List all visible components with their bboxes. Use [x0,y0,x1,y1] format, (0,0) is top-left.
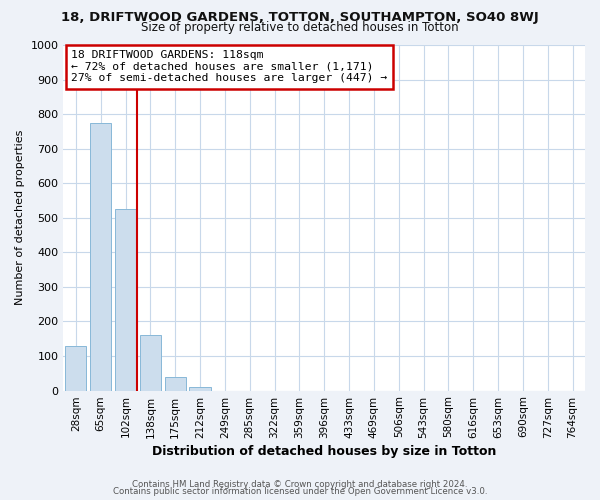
Bar [90,123,111,390]
Bar [190,387,211,390]
Text: 18 DRIFTWOOD GARDENS: 118sqm
← 72% of detached houses are smaller (1,171)
27% of: 18 DRIFTWOOD GARDENS: 118sqm ← 72% of de… [71,50,388,84]
Text: 18, DRIFTWOOD GARDENS, TOTTON, SOUTHAMPTON, SO40 8WJ: 18, DRIFTWOOD GARDENS, TOTTON, SOUTHAMPT… [61,11,539,24]
Bar [65,346,86,391]
Bar [115,209,136,390]
Bar [140,336,161,390]
Text: Contains HM Land Registry data © Crown copyright and database right 2024.: Contains HM Land Registry data © Crown c… [132,480,468,489]
Bar [164,376,186,390]
Text: Size of property relative to detached houses in Totton: Size of property relative to detached ho… [141,22,459,35]
Text: Contains public sector information licensed under the Open Government Licence v3: Contains public sector information licen… [113,487,487,496]
X-axis label: Distribution of detached houses by size in Totton: Distribution of detached houses by size … [152,444,496,458]
Y-axis label: Number of detached properties: Number of detached properties [15,130,25,306]
